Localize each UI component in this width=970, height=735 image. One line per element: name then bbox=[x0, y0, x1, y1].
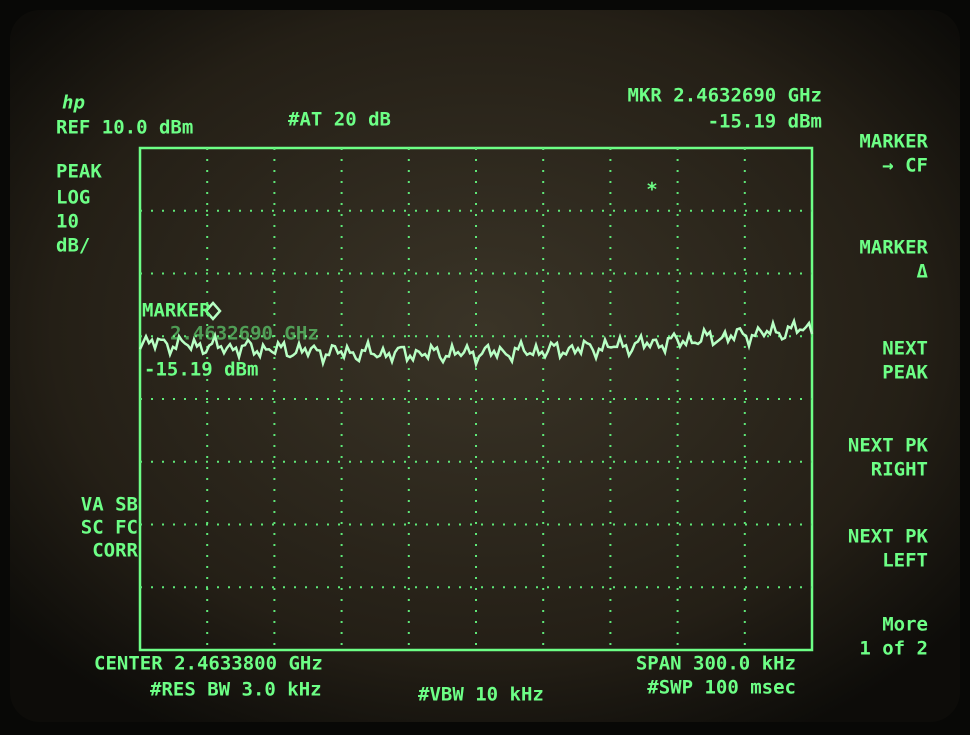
softkey-label[interactable]: NEXT PK bbox=[848, 435, 929, 457]
marker-label: MARKER bbox=[142, 300, 211, 322]
softkey-label[interactable]: PEAK bbox=[882, 362, 928, 384]
sweep-time: #SWP 100 msec bbox=[647, 677, 796, 699]
crt bbox=[10, 10, 960, 722]
marker-freq: 2.4632690 GHz bbox=[170, 323, 319, 345]
softkey-label[interactable]: LEFT bbox=[882, 550, 928, 572]
softkey-label[interactable]: MARKER bbox=[859, 131, 928, 153]
trace bbox=[138, 317, 814, 369]
status-label: CORR bbox=[92, 540, 138, 562]
span: SPAN 300.0 kHz bbox=[636, 653, 796, 675]
status-label: SC FC bbox=[81, 517, 138, 539]
center-frequency: CENTER 2.4633800 GHz bbox=[94, 653, 323, 675]
softkey-label[interactable]: Δ bbox=[917, 261, 929, 283]
softkey-label[interactable]: MARKER bbox=[859, 237, 928, 259]
logo: hp bbox=[62, 92, 85, 114]
graticule bbox=[138, 146, 814, 652]
resolution-bandwidth: #RES BW 3.0 kHz bbox=[150, 679, 322, 701]
softkey-label[interactable]: → CF bbox=[882, 155, 928, 177]
softkey-label[interactable]: NEXT bbox=[882, 338, 928, 360]
softkey[interactable]: MARKER→ CF bbox=[859, 131, 928, 177]
softkey-label[interactable]: RIGHT bbox=[871, 459, 928, 481]
left-label: dB/ bbox=[56, 235, 90, 257]
marker-level: -15.19 dBm bbox=[144, 359, 258, 381]
softkey-label[interactable]: NEXT PK bbox=[848, 526, 929, 548]
softkey-label[interactable]: 1 of 2 bbox=[859, 638, 928, 660]
marker-level: -15.19 dBm bbox=[708, 111, 822, 133]
video-bandwidth: #VBW 10 kHz bbox=[418, 684, 544, 706]
left-label: LOG bbox=[56, 187, 90, 209]
attenuation: #AT 20 dB bbox=[288, 109, 391, 131]
left-label: 10 bbox=[56, 211, 79, 233]
marker-frequency: MKR 2.4632690 GHz bbox=[628, 85, 822, 107]
status-label: VA SB bbox=[81, 494, 138, 516]
softkey-label[interactable]: More bbox=[882, 614, 928, 636]
marker-symbol: * bbox=[646, 179, 657, 201]
marker-diamond bbox=[204, 301, 222, 321]
ref-level: REF 10.0 dBm bbox=[56, 117, 193, 139]
left-label: PEAK bbox=[56, 161, 102, 183]
